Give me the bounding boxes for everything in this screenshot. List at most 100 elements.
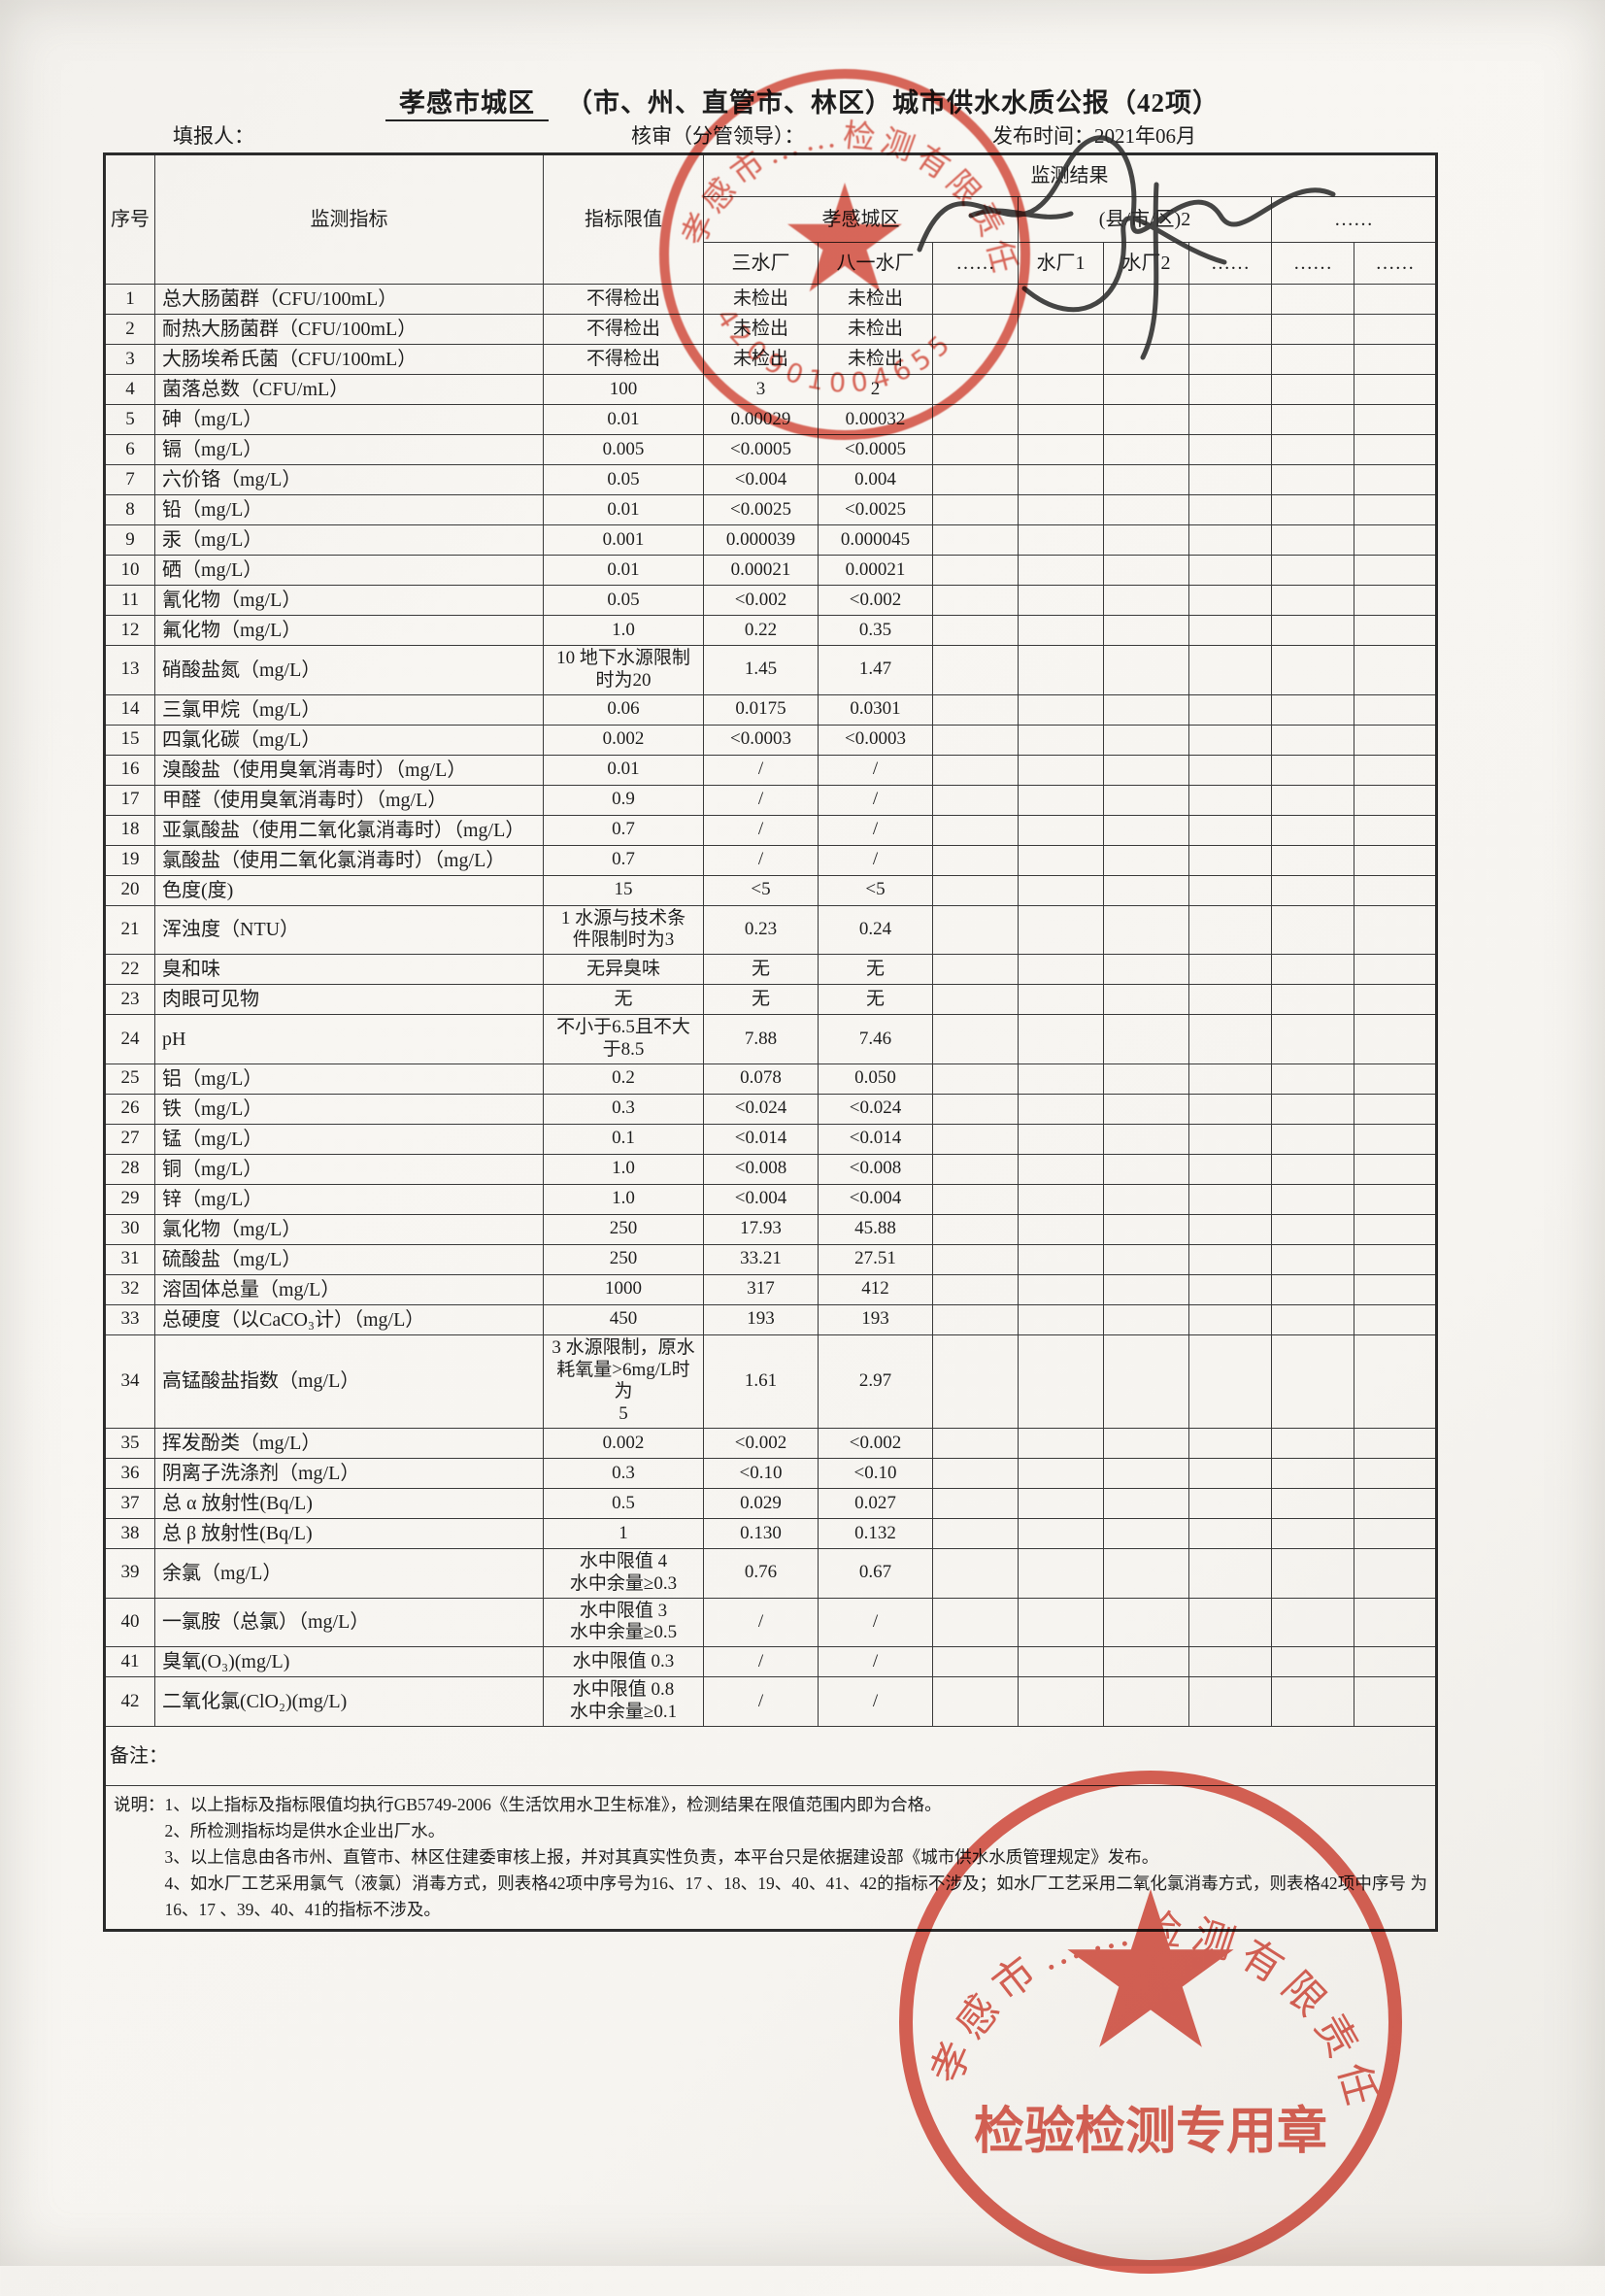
row-value-empty: [932, 615, 1019, 646]
notes-label: 备注：: [104, 1725, 1437, 1786]
row-value-empty: [1271, 1334, 1354, 1429]
row-indicator: 阴离子洗涤剂（mg/L）: [154, 1457, 544, 1489]
row-limit: 0.3: [543, 1093, 704, 1125]
row-limit: 水中限值 0.8 水中余量≥0.1: [543, 1676, 704, 1727]
row-value-empty: [1354, 1183, 1437, 1215]
row-value-empty: [932, 1646, 1019, 1678]
row-value-empty: [1271, 434, 1354, 465]
row-indicator: 耐热大肠菌群（CFU/100mL）: [154, 314, 544, 345]
row-value-plant1: 未检出: [703, 314, 819, 345]
row-indicator: 六价铬（mg/L）: [154, 464, 544, 495]
row-value-plant2: <0.0005: [818, 434, 933, 465]
row-value-empty: [932, 524, 1019, 556]
row-indicator: 溶固体总量（mg/L）: [154, 1273, 544, 1305]
row-value-plant2: 未检出: [818, 284, 933, 315]
header-plant-6: ……: [1188, 242, 1272, 285]
row-seq: 29: [104, 1183, 155, 1215]
row-limit: 0.05: [543, 585, 704, 616]
row-value-empty: [1271, 1427, 1354, 1459]
row-indicator: 总 β 放射性(Bq/L): [154, 1517, 544, 1549]
row-value-plant1: <0.002: [703, 1427, 819, 1459]
row-value-empty: [1354, 1427, 1437, 1459]
row-value-empty: [932, 464, 1019, 495]
row-indicator: 臭和味: [154, 954, 544, 986]
table-row: 7 六价铬（mg/L） 0.05 <0.004 0.004: [104, 464, 1437, 495]
row-indicator: 铝（mg/L）: [154, 1063, 544, 1095]
row-seq: 28: [104, 1153, 155, 1185]
header-plant-5: 水厂2: [1103, 242, 1189, 285]
table-row: 9 汞（mg/L） 0.001 0.000039 0.000045: [104, 524, 1437, 556]
row-value-empty: [932, 1014, 1019, 1064]
row-value-empty: [1018, 344, 1104, 375]
table-header: 序号 监测指标 指标限值 监测结果 孝感城区 (县/市/区)2 …… 三水厂 八…: [104, 153, 1437, 285]
row-value-empty: [1103, 615, 1189, 646]
header-plant-4: 水厂1: [1018, 242, 1104, 285]
row-value-plant2: <0.014: [818, 1123, 933, 1155]
row-value-empty: [1271, 404, 1354, 435]
row-value-empty: [932, 984, 1019, 1016]
table-row: 24 pH 不小于6.5且不大 于8.5 7.88 7.46: [104, 1014, 1437, 1064]
table-row: 16 溴酸盐（使用臭氧消毒时）（mg/L） 0.01 / /: [104, 754, 1437, 786]
row-limit: 不得检出: [543, 344, 704, 375]
table-row: 40 一氯胺（总氯）（mg/L） 水中限值 3 水中余量≥0.5 / /: [104, 1597, 1437, 1648]
row-limit: 250: [543, 1213, 704, 1245]
row-value-empty: [1188, 494, 1272, 525]
row-value-empty: [1018, 1123, 1104, 1155]
table-row: 11 氰化物（mg/L） 0.05 <0.002 <0.002: [104, 585, 1437, 616]
table-row: 20 色度(度) 15 <5 <5: [104, 874, 1437, 906]
row-value-empty: [932, 494, 1019, 525]
row-value-empty: [1271, 374, 1354, 405]
row-value-empty: [1103, 1303, 1189, 1335]
row-value-empty: [1018, 1676, 1104, 1727]
row-value-empty: [1354, 1243, 1437, 1275]
row-value-plant2: 2.97: [818, 1334, 933, 1429]
row-limit: 0.01: [543, 555, 704, 586]
header-indicator: 监测指标: [154, 153, 544, 285]
row-indicator: 二氧化氯(ClO₂)(mg/L): [154, 1676, 544, 1727]
remarks-text: 1、以上指标及指标限值均执行GB5749-2006《生活饮用水卫生标准》，检测结…: [165, 1792, 1428, 1924]
row-value-empty: [1103, 645, 1189, 695]
row-indicator: 总硬度（以CaCO₃计）（mg/L）: [154, 1303, 544, 1335]
row-seq: 37: [104, 1487, 155, 1519]
row-value-empty: [932, 1093, 1019, 1125]
row-value-empty: [1271, 984, 1354, 1016]
table-row: 6 镉（mg/L） 0.005 <0.0005 <0.0005: [104, 434, 1437, 465]
row-value-empty: [1103, 585, 1189, 616]
row-value-empty: [1354, 693, 1437, 726]
row-seq: 22: [104, 954, 155, 986]
row-limit: 不得检出: [543, 284, 704, 315]
row-value-plant2: /: [818, 754, 933, 786]
row-value-plant2: 7.46: [818, 1014, 933, 1064]
row-value-empty: [1188, 1457, 1272, 1489]
row-value-empty: [1271, 1183, 1354, 1215]
row-value-empty: [1188, 954, 1272, 986]
row-value-empty: [1354, 284, 1437, 315]
row-value-empty: [932, 344, 1019, 375]
row-value-plant1: 17.93: [703, 1213, 819, 1245]
row-indicator: 一氯胺（总氯）（mg/L）: [154, 1597, 544, 1648]
row-limit: 0.01: [543, 494, 704, 525]
row-value-empty: [1103, 1243, 1189, 1275]
row-value-empty: [1271, 464, 1354, 495]
row-limit: 水中限值 4 水中余量≥0.3: [543, 1547, 704, 1599]
row-value-empty: [1188, 844, 1272, 876]
row-value-empty: [932, 1243, 1019, 1275]
row-value-empty: [1271, 1517, 1354, 1549]
row-value-plant1: 317: [703, 1273, 819, 1305]
row-limit: 1.0: [543, 615, 704, 646]
row-value-empty: [1354, 1487, 1437, 1519]
row-value-empty: [1354, 314, 1437, 345]
row-value-empty: [1188, 524, 1272, 556]
row-value-plant1: 0.76: [703, 1547, 819, 1599]
row-value-empty: [932, 904, 1019, 956]
row-indicator: 菌落总数（CFU/mL）: [154, 374, 544, 405]
row-value-empty: [1354, 494, 1437, 525]
row-value-plant2: /: [818, 1676, 933, 1727]
header-plant-7: ……: [1271, 242, 1354, 285]
row-value-empty: [1188, 784, 1272, 816]
header-plant-3: ……: [932, 242, 1019, 285]
row-value-empty: [1103, 524, 1189, 556]
table-row: 19 氯酸盐（使用二氧化氯消毒时）（mg/L） 0.7 / /: [104, 844, 1437, 876]
row-value-empty: [932, 404, 1019, 435]
row-value-empty: [1271, 1547, 1354, 1599]
